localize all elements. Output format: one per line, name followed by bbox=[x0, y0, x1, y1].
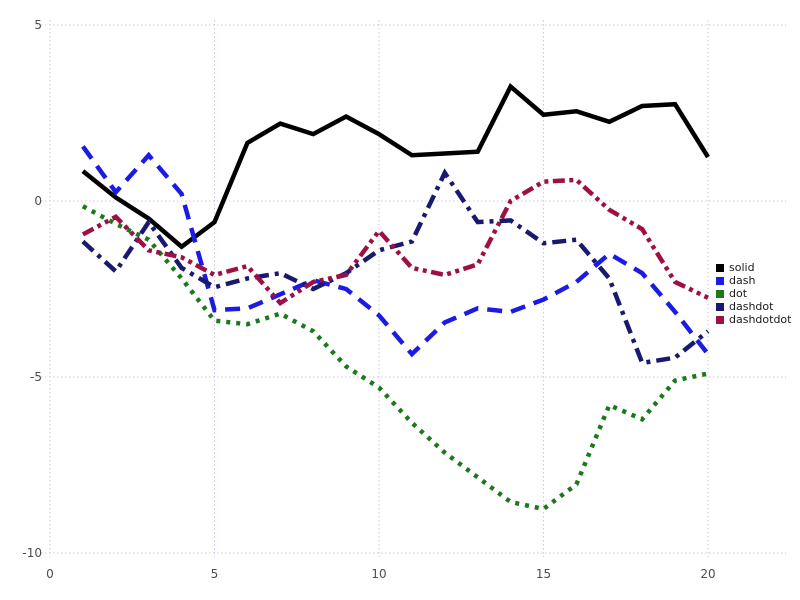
series-line-dash bbox=[81, 145, 710, 358]
x-tick-label: 10 bbox=[371, 567, 386, 581]
series-line-dashdot bbox=[81, 168, 710, 366]
legend-label: dashdotdot bbox=[729, 313, 792, 326]
series-line-solid bbox=[81, 83, 710, 250]
x-tick-label: 5 bbox=[211, 567, 219, 581]
x-tick-label: 20 bbox=[700, 567, 715, 581]
legend-item-dashdotdot: dashdotdot bbox=[716, 313, 791, 326]
y-tick-label: -5 bbox=[30, 370, 42, 384]
y-tick-label: -10 bbox=[22, 546, 42, 560]
series-lines bbox=[81, 83, 710, 512]
series-line-dot bbox=[81, 204, 709, 512]
legend: solid dash dot dashdot dashdotdot bbox=[716, 261, 791, 326]
axis-tick-labels: 0 5 10 15 20 5 0 -5 -10 bbox=[22, 18, 715, 581]
legend-swatch-icon bbox=[716, 289, 724, 298]
y-tick-label: 0 bbox=[34, 194, 42, 208]
legend-swatch-icon bbox=[716, 276, 724, 285]
gridlines bbox=[37, 20, 786, 557]
y-tick-label: 5 bbox=[34, 18, 42, 32]
x-tick-label: 0 bbox=[46, 567, 54, 581]
legend-label: solid bbox=[729, 261, 755, 274]
legend-item-dashdot: dashdot bbox=[716, 300, 791, 313]
legend-item-dash: dash bbox=[716, 274, 791, 287]
legend-swatch-icon bbox=[716, 315, 724, 324]
legend-label: dot bbox=[729, 287, 748, 300]
legend-label: dashdot bbox=[729, 300, 774, 313]
legend-swatch-icon bbox=[716, 302, 724, 311]
legend-item-solid: solid bbox=[716, 261, 791, 274]
legend-item-dot: dot bbox=[716, 287, 791, 300]
legend-swatch-icon bbox=[716, 263, 724, 272]
x-tick-label: 15 bbox=[536, 567, 551, 581]
legend-label: dash bbox=[729, 274, 756, 287]
series-line-dashdotdot bbox=[81, 177, 709, 307]
